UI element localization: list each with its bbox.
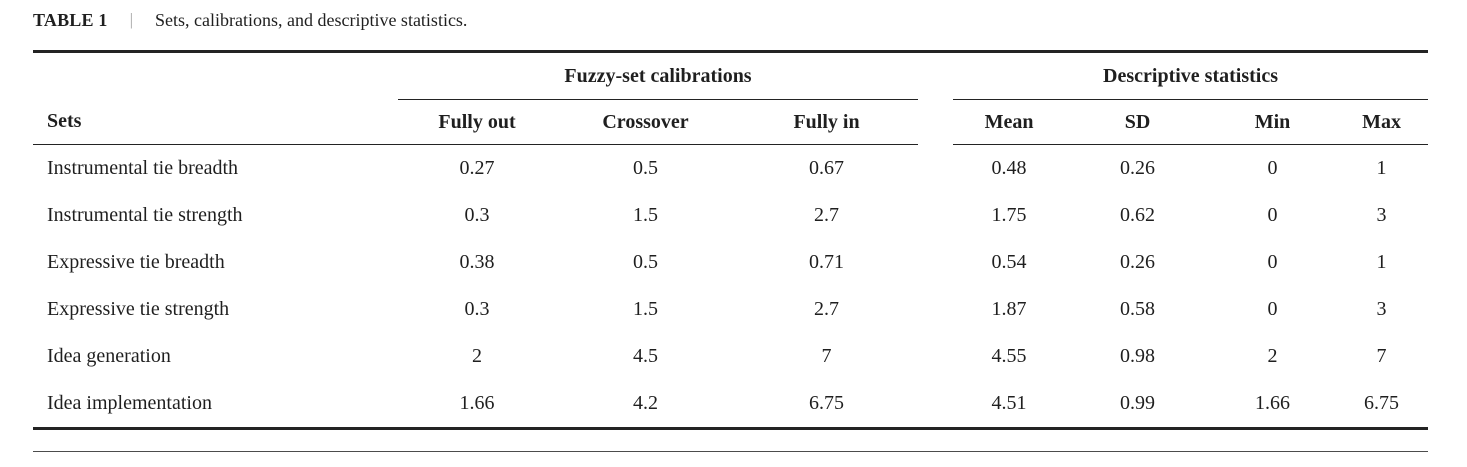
set-name-cell: Idea implementation [47,392,212,414]
min-cell: 2 [1267,345,1278,367]
col-header-sd: SD [1065,99,1211,145]
caption-text: Sets, calibrations, and descriptive stat… [155,10,468,30]
table-row: Instrumental tie strength 0.3 1.5 2.7 1.… [33,192,1428,239]
table-row: Idea generation 2 4.5 7 4.55 0.98 2 7 [33,333,1428,380]
sd-cell: 0.98 [1120,345,1156,367]
fully-in-cell: 0.67 [809,157,844,179]
mean-cell: 0.48 [991,157,1027,179]
min-cell: 0 [1267,204,1278,226]
crossover-cell: 1.5 [633,298,658,320]
table-body: Instrumental tie breadth 0.27 0.5 0.67 0… [33,145,1428,429]
set-name-cell: Expressive tie breadth [47,251,225,273]
col-header-mean: Mean [953,99,1066,145]
crossover-cell: 4.5 [633,345,658,367]
group-header-empty [33,52,398,100]
set-name-cell: Expressive tie strength [47,298,230,320]
col-header-fully-out: Fully out [398,99,556,145]
fully-in-cell: 2.7 [814,298,839,320]
fully-in-cell: 6.75 [809,392,844,414]
table-row: Expressive tie breadth 0.38 0.5 0.71 0.5… [33,239,1428,286]
col-header-min: Min [1210,99,1336,145]
mean-cell: 1.75 [991,204,1027,226]
set-name-cell: Idea generation [47,345,171,367]
fully-out-cell: 1.66 [459,392,495,414]
data-table: Fuzzy-set calibrations Descriptive stati… [33,50,1429,430]
spacer-cell [918,145,953,193]
sd-cell: 0.58 [1120,298,1156,320]
table-caption: TABLE 1 | Sets, calibrations, and descri… [33,9,467,31]
max-cell: 3 [1376,204,1387,226]
sd-cell: 0.99 [1120,392,1156,414]
spacer-cell [918,239,953,286]
fully-in-cell: 2.7 [814,204,839,226]
col-header-spacer [918,100,953,145]
table-row: Instrumental tie breadth 0.27 0.5 0.67 0… [33,145,1428,193]
max-cell: 6.75 [1364,392,1400,414]
mean-cell: 0.54 [991,251,1027,273]
bottom-divider [33,451,1428,452]
set-name-cell: Instrumental tie strength [47,204,243,226]
max-cell: 7 [1376,345,1387,367]
fully-out-cell: 0.3 [464,204,490,226]
table-row: Idea implementation 1.66 4.2 6.75 4.51 0… [33,380,1428,429]
col-header-max: Max [1335,99,1429,145]
fully-out-cell: 0.38 [459,251,495,273]
set-name-cell: Instrumental tie breadth [47,157,239,179]
sd-cell: 0.26 [1120,251,1156,273]
column-header-row: Sets Fully out Crossover Fully in Mean S… [33,99,1429,145]
mean-cell: 4.55 [991,345,1027,367]
min-cell: 1.66 [1255,392,1291,414]
sd-cell: 0.62 [1120,204,1156,226]
max-cell: 1 [1376,157,1387,179]
fully-out-cell: 0.27 [459,157,495,179]
crossover-cell: 4.2 [633,392,658,414]
group-header-spacer [918,52,953,100]
crossover-cell: 1.5 [633,204,658,226]
sd-cell: 0.26 [1120,157,1156,179]
max-cell: 3 [1376,298,1387,320]
spacer-cell [918,333,953,380]
min-cell: 0 [1267,251,1278,273]
col-header-fully-in: Fully in [735,99,919,145]
group-header-fuzzy: Fuzzy-set calibrations [398,51,919,100]
caption-separator: | [129,10,133,29]
crossover-cell: 0.5 [633,157,658,179]
crossover-cell: 0.5 [633,251,658,273]
col-header-sets: Sets [33,99,398,145]
mean-cell: 1.87 [991,298,1027,320]
fully-out-cell: 2 [472,345,482,367]
max-cell: 1 [1376,251,1387,273]
table-label: TABLE 1 [33,10,108,30]
min-cell: 0 [1267,157,1278,179]
table-row: Expressive tie strength 0.3 1.5 2.7 1.87… [33,286,1428,333]
spacer-cell [918,286,953,333]
min-cell: 0 [1267,298,1278,320]
spacer-cell [918,380,953,429]
spacer-cell [918,192,953,239]
fully-out-cell: 0.3 [464,298,490,320]
fully-in-cell: 7 [821,345,832,367]
mean-cell: 4.51 [991,392,1027,414]
group-header-row: Fuzzy-set calibrations Descriptive stati… [33,51,1429,100]
group-header-stats: Descriptive statistics [953,51,1429,100]
fully-in-cell: 0.71 [809,251,844,273]
col-header-crossover: Crossover [556,99,735,145]
